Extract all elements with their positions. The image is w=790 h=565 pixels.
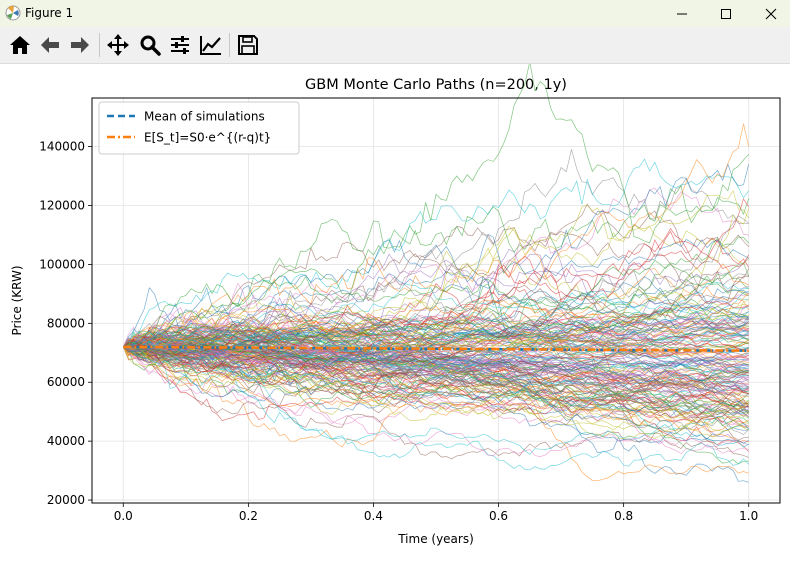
x-tick-label: 0.8: [614, 509, 633, 523]
edit-axis-button[interactable]: [198, 32, 224, 58]
home-button[interactable]: [7, 32, 33, 58]
x-axis-label: Time (years): [397, 532, 474, 546]
edit-axis-icon: [200, 36, 221, 55]
toolbar-separator: [99, 33, 100, 57]
pan-move-icon: [107, 34, 129, 56]
simulation-path: [123, 346, 749, 417]
y-tick-label: 100000: [39, 257, 85, 271]
close-button[interactable]: [748, 0, 790, 27]
simulation-path: [123, 215, 749, 348]
simulation-path: [123, 346, 749, 396]
x-tick-label: 1.0: [739, 509, 758, 523]
simulation-path: [123, 336, 749, 455]
back-button[interactable]: [37, 32, 63, 58]
simulation-path: [123, 346, 749, 418]
simulation-path: [123, 340, 749, 412]
simulation-path: [123, 344, 749, 380]
back-arrow-icon: [41, 37, 59, 53]
y-tick-label: 140000: [39, 140, 85, 154]
simulation-path: [122, 342, 749, 443]
simulation-path: [123, 334, 749, 392]
y-tick-label: 60000: [47, 375, 85, 389]
figure-canvas[interactable]: GBM Monte Carlo Paths (n=200, 1y) 0.0 0.2…: [0, 61, 790, 561]
simulation-path: [123, 346, 749, 400]
simulation-path: [123, 346, 749, 413]
home-icon: [10, 36, 30, 54]
forward-button[interactable]: [67, 32, 93, 58]
simulation-path: [123, 189, 749, 355]
forward-arrow-icon: [71, 37, 89, 53]
simulation-path: [123, 203, 749, 348]
configure-subplots-icon: [171, 36, 189, 54]
simulation-path: [123, 342, 749, 366]
simulation-path: [123, 341, 749, 394]
x-tick-label: 0.6: [489, 509, 508, 523]
mean-simulations-line: [123, 345, 749, 352]
simulation-path: [123, 259, 749, 348]
matplotlib-logo-icon: [5, 5, 21, 21]
simulation-path: [123, 123, 750, 352]
simulation-path: [123, 311, 749, 348]
simulation-path: [123, 327, 749, 399]
simulation-path: [123, 344, 749, 369]
legend-label-expected: E[S_t]=S0·e^{(r-q)t}: [144, 131, 271, 145]
zoom-magnifier-icon: [140, 35, 161, 56]
minimize-icon: [677, 13, 687, 14]
y-tick-label: 120000: [39, 199, 85, 213]
x-tick-label: 0.4: [364, 509, 383, 523]
toolbar-separator: [229, 33, 230, 57]
simulation-path: [123, 253, 749, 348]
axes-frame: [91, 97, 781, 504]
x-tick-label: 0.0: [114, 509, 133, 523]
simulation-path: [123, 344, 749, 395]
simulation-path: [122, 282, 749, 455]
y-axis-label: Price (KRW): [10, 265, 24, 335]
navigation-toolbar: [0, 27, 790, 64]
y-tick-label: 20000: [47, 493, 85, 507]
simulation-path: [123, 346, 749, 396]
simulation-path: [123, 292, 749, 348]
save-floppy-icon: [238, 35, 258, 55]
minimize-button[interactable]: [659, 0, 705, 27]
maximize-icon: [721, 8, 731, 19]
simulation-path: [123, 301, 749, 357]
simulation-path: [123, 158, 749, 348]
x-tick-label: 0.2: [239, 509, 258, 523]
close-icon: [765, 8, 777, 19]
legend-box: [98, 101, 300, 155]
simulation-path: [123, 345, 749, 418]
window-titlebar: Figure 1: [0, 0, 790, 27]
simulation-path: [123, 163, 750, 350]
simulation-path: [123, 344, 749, 374]
simulation-path: [123, 61, 749, 359]
legend-label-mean: Mean of simulations: [144, 110, 265, 124]
simulation-path: [123, 339, 749, 383]
simulation-path: [123, 316, 749, 354]
simulation-path: [123, 346, 749, 416]
pan-button[interactable]: [105, 32, 131, 58]
legend: Mean of simulations E[S_t]=S0·e^{(r-q)t}: [98, 101, 300, 155]
simulation-path: [123, 331, 749, 471]
zoom-button[interactable]: [137, 32, 163, 58]
y-tick-label: 80000: [47, 316, 85, 330]
simulation-path: [123, 344, 749, 440]
simulation-path: [123, 339, 749, 427]
simulation-path: [123, 339, 749, 409]
chart: GBM Monte Carlo Paths (n=200, 1y) 0.0 0.2…: [10, 61, 781, 546]
maximize-button[interactable]: [703, 0, 749, 27]
chart-title: GBM Monte Carlo Paths (n=200, 1y): [305, 77, 567, 93]
window-title: Figure 1: [25, 6, 74, 20]
simulation-path: [123, 321, 749, 395]
simulation-path: [123, 299, 749, 353]
save-button[interactable]: [235, 32, 261, 58]
simulation-path: [123, 319, 749, 352]
y-tick-label: 40000: [47, 434, 85, 448]
configure-subplots-button[interactable]: [167, 32, 193, 58]
simulation-path: [123, 331, 749, 427]
simulation-path: [123, 196, 750, 371]
simulation-path: [123, 330, 749, 395]
